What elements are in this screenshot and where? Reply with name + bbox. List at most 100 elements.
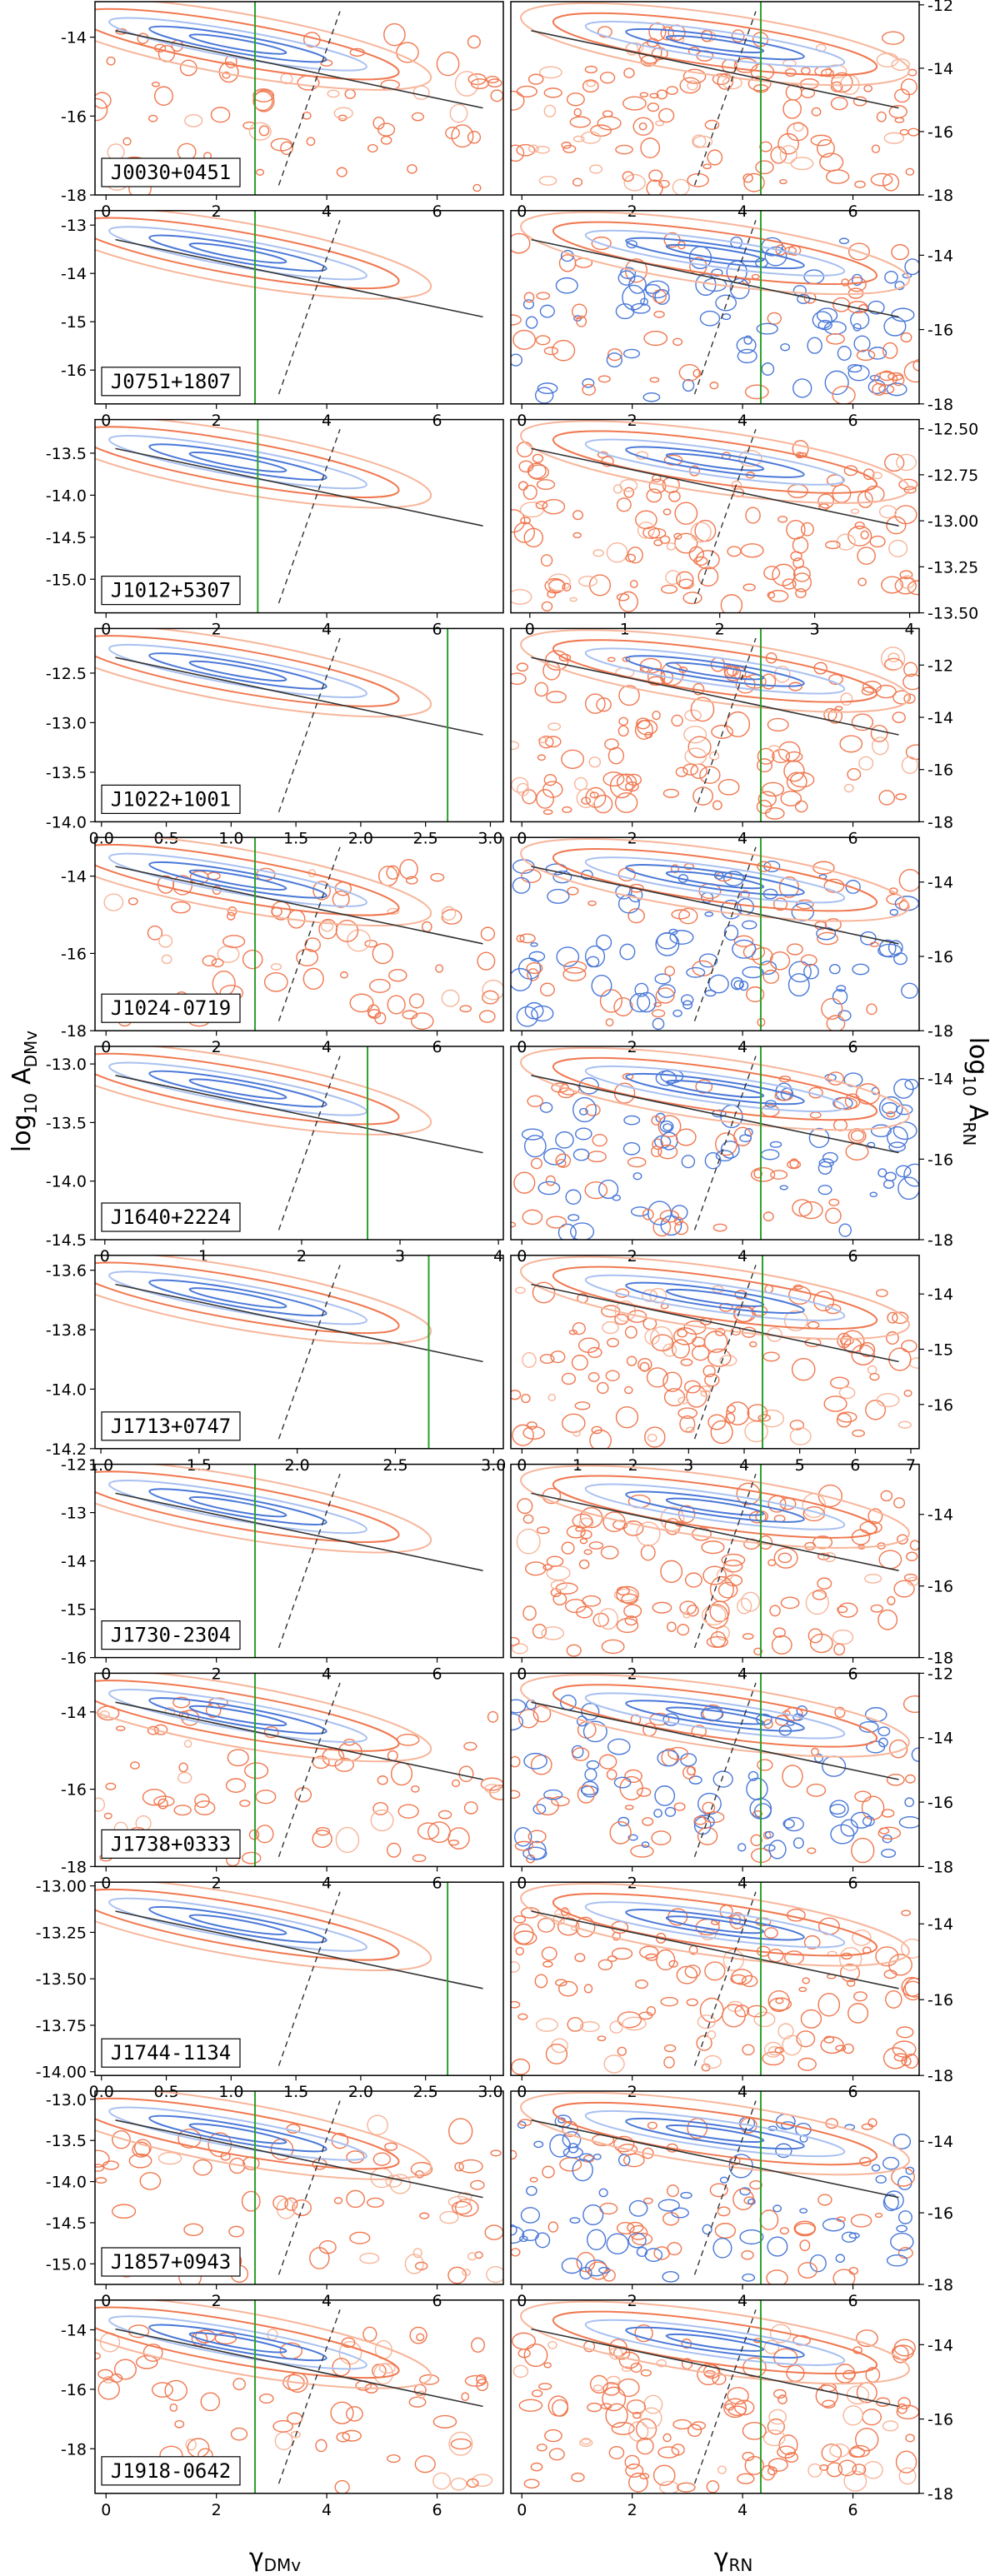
contour-blob: [256, 168, 265, 176]
contour-blob: [856, 349, 876, 362]
contour-blob: [853, 1991, 868, 2002]
x-tick-label: 4: [322, 1038, 332, 1056]
contour-blob: [690, 696, 715, 722]
contour-blob: [768, 745, 780, 753]
contour-blob: [791, 902, 815, 921]
contour-blob: [726, 1401, 750, 1425]
x-tick-label: 3.0: [478, 829, 502, 847]
contour-blob: [567, 2017, 584, 2032]
contour-level: [95, 2299, 432, 2389]
contour-blob: [227, 1749, 249, 1767]
contour-blob: [768, 1949, 784, 1963]
contour-blob: [512, 2332, 536, 2350]
contour-blob: [565, 1189, 582, 1205]
left-y-label: log10ADMv: [8, 1031, 41, 1152]
reference-line-dashed: [693, 1056, 757, 1231]
y-tick-label: -13.5: [46, 2132, 87, 2150]
contour-blob: [737, 2473, 755, 2484]
contour-blob: [548, 2340, 558, 2349]
contour-blob: [892, 1311, 909, 1325]
contour-blob: [297, 75, 320, 91]
contour-blob: [887, 1311, 898, 1324]
contour-blob: [523, 2343, 548, 2368]
contour-blob: [613, 996, 633, 1016]
contour-blob: [103, 1812, 112, 1820]
contour-area: [511, 838, 919, 1031]
panel-J1012+5307-right: 0 1 2 3 4-12.50-12.75-13.00-13.25-13.50: [510, 418, 978, 639]
contour-blob: [671, 714, 683, 727]
contour-blob: [819, 152, 844, 172]
contour-blob: [647, 2121, 658, 2129]
contour-blob: [792, 537, 809, 554]
contour-area: [95, 1882, 483, 2066]
contour-blob: [386, 865, 400, 880]
contour-blob: [885, 1989, 902, 2009]
contour-blob: [535, 145, 550, 154]
contour-blob: [904, 1797, 915, 1808]
contour-blob: [861, 2123, 874, 2130]
contour-blob: [591, 236, 612, 251]
contour-blob: [805, 1590, 829, 1615]
contour-blob: [632, 2411, 642, 2419]
contour-blob: [628, 2232, 647, 2249]
contour-blob: [902, 1695, 919, 1714]
contour-blob: [513, 1171, 536, 1194]
contour-level: [552, 12, 878, 77]
contour-blob: [516, 1006, 538, 1027]
y-tick-label: -16: [928, 322, 953, 340]
contour-blob: [598, 2188, 608, 2198]
contour-level: [584, 229, 846, 277]
contour-level: [148, 1279, 328, 1317]
contour-blob: [547, 573, 571, 592]
contour-blob: [563, 961, 588, 974]
contour-blob: [574, 1953, 586, 1963]
contour-blob: [551, 2038, 568, 2054]
contour-blob: [318, 2239, 337, 2254]
contour-level: [95, 1673, 432, 1763]
contour-level: [95, 1261, 400, 1335]
contour-blob: [709, 1600, 730, 1623]
x-tick-label: 2: [212, 2292, 222, 2310]
contour-blob: [591, 1425, 602, 1435]
y-tick-label: -14: [928, 2336, 953, 2354]
contour-blob: [451, 124, 474, 148]
contour-blob: [796, 2030, 816, 2048]
contour-blob: [605, 1370, 620, 1381]
contour-blob: [649, 92, 659, 99]
contour-blob: [482, 979, 503, 1001]
contour-level: [95, 1052, 400, 1126]
y-tick-label: -16: [928, 1578, 953, 1596]
reference-line: [115, 1910, 483, 1989]
panel-J1022+1001-right: 0 2 4 6-12-14-16-18: [510, 627, 953, 847]
contour-blob: [788, 1286, 812, 1305]
contour-blob: [380, 136, 392, 145]
contour-blob: [693, 1815, 707, 1825]
contour-blob: [680, 1358, 693, 1366]
contour-blob: [573, 107, 582, 117]
panel-J1024-0719-right: 0 2 4 6-14-16-18: [510, 836, 953, 1056]
contour-blob: [624, 1385, 633, 1395]
contour-level: [95, 1464, 432, 1554]
contour-blob: [741, 1591, 760, 1612]
contour-blob: [584, 65, 598, 74]
y-tick-label: -14: [61, 1553, 87, 1571]
contour-blob: [821, 2444, 842, 2463]
contour-blob: [778, 1552, 792, 1564]
x-tick-label: 0: [517, 1665, 527, 1684]
contour-blob: [867, 1141, 876, 1149]
x-tick-label: 2.5: [413, 2083, 438, 2101]
contour-blob: [562, 144, 577, 153]
contour-blob: [704, 1961, 726, 1981]
contour-blob: [668, 1746, 689, 1760]
contour-blob: [717, 2206, 731, 2217]
contour-blob: [579, 2439, 593, 2447]
contour-blob: [630, 1206, 650, 1217]
contour-blob: [377, 1775, 388, 1785]
contour-blob: [608, 2347, 623, 2360]
contour-blob: [848, 364, 862, 373]
contour-blob: [818, 1161, 832, 1175]
y-tick-label: -12: [928, 0, 953, 15]
x-tick-label: 2: [212, 1665, 222, 1684]
y-tick-label: -16: [928, 1794, 953, 1812]
